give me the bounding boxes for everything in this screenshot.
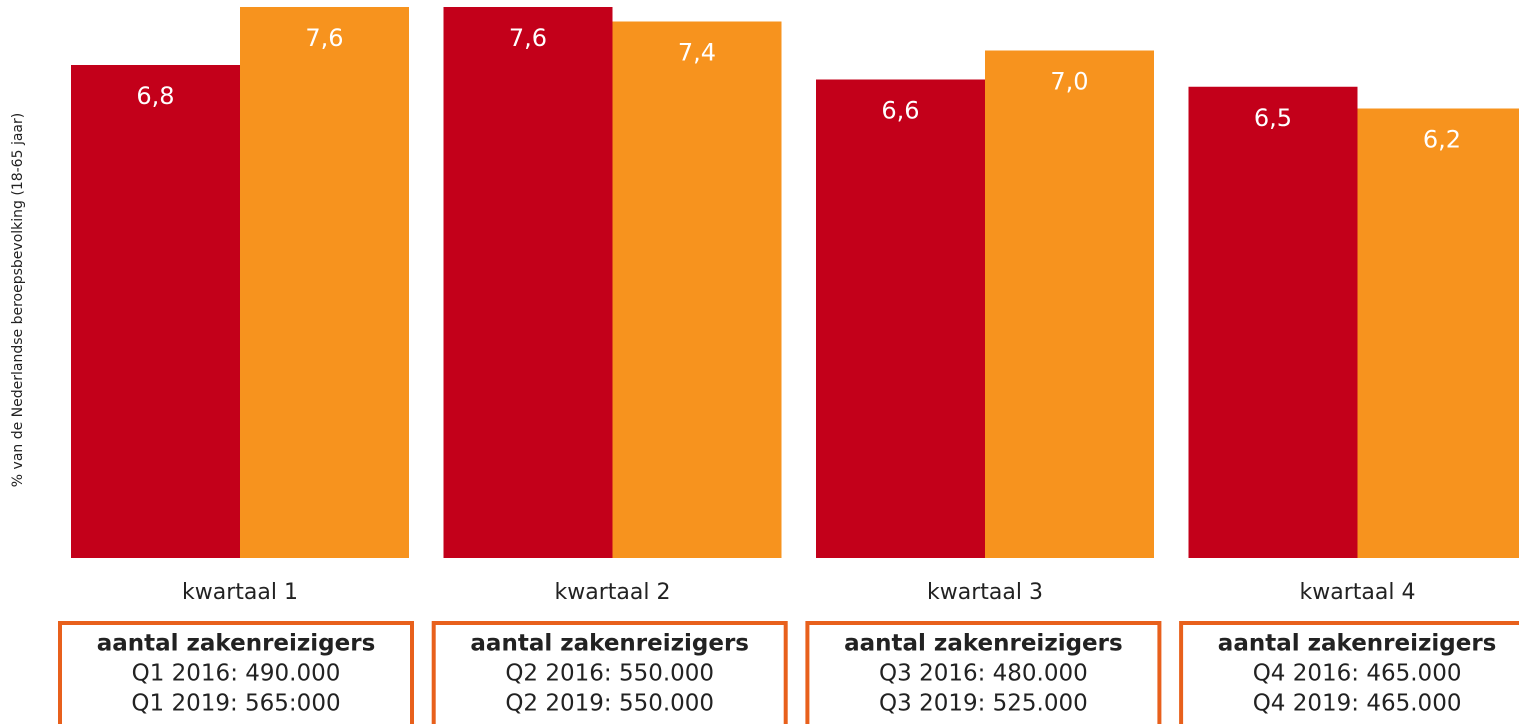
annotation-line: Q3 2019: 525.000 <box>879 691 1088 717</box>
annotation-title: aantal zakenreizigers <box>470 631 749 657</box>
value-label: 7,6 <box>509 24 547 52</box>
bar <box>816 79 985 558</box>
x-tick-label: kwartaal 4 <box>1300 580 1416 605</box>
value-label: 7,6 <box>305 24 343 52</box>
annotation-line: Q3 2016: 480.000 <box>879 661 1088 687</box>
annotation-box <box>1179 621 1519 724</box>
annotation-title: aantal zakenreizigers <box>97 631 376 657</box>
annotation-line: Q1 2016: 490.000 <box>132 661 341 687</box>
bar <box>612 21 782 558</box>
y-axis-label: % van de Nederlandse beroepsbevolking (1… <box>10 113 26 487</box>
value-label: 6,8 <box>136 82 174 110</box>
bar <box>1357 108 1519 558</box>
annotation-title: aantal zakenreizigers <box>844 631 1123 657</box>
bar <box>240 7 409 558</box>
bar <box>443 7 613 558</box>
value-label: 7,0 <box>1050 68 1088 96</box>
annotation-box <box>431 621 788 724</box>
value-label: 6,2 <box>1423 126 1461 154</box>
bar <box>1188 86 1358 558</box>
annotation-box <box>805 621 1162 724</box>
annotation-line: Q4 2016: 465.000 <box>1253 661 1462 687</box>
value-label: 6,5 <box>1254 104 1292 132</box>
annotation-title: aantal zakenreizigers <box>1218 631 1497 657</box>
x-tick-label: kwartaal 1 <box>182 580 298 605</box>
annotation-line: Q2 2019: 550.000 <box>505 691 714 717</box>
value-label: 7,4 <box>678 39 716 67</box>
x-tick-label: kwartaal 3 <box>927 580 1043 605</box>
annotation-line: Q1 2019: 565:000 <box>131 691 340 717</box>
annotation-line: Q4 2019: 465.000 <box>1253 691 1462 717</box>
x-tick-label: kwartaal 2 <box>555 580 671 605</box>
bar <box>985 50 1154 558</box>
value-label: 6,6 <box>881 97 919 125</box>
annotation-box <box>58 621 414 724</box>
annotation-line: Q2 2016: 550.000 <box>505 661 714 687</box>
bar <box>71 65 240 558</box>
